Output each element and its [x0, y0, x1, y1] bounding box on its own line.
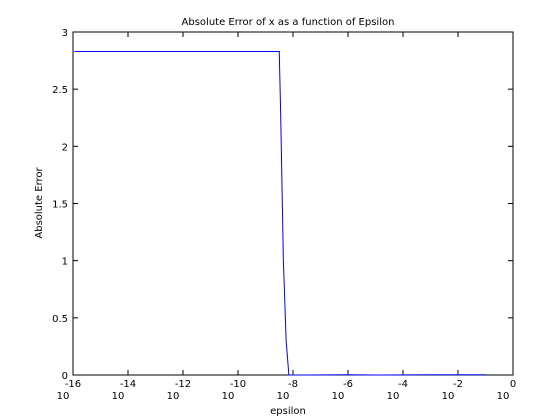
y-tick-labels: 0 0.5 1 1.5 2 2.5 3	[52, 28, 68, 382]
y-tick-label: 3	[62, 28, 68, 39]
y-tick-label: 0.5	[52, 314, 68, 325]
x-tick-label: 10-8	[277, 379, 298, 402]
tick-marks	[72, 31, 514, 376]
y-tick-label: 1.5	[52, 200, 68, 211]
x-tick-label-base: 10	[57, 391, 70, 402]
x-tick-label: 10-12	[167, 379, 192, 402]
y-tick-label: 2	[62, 142, 68, 153]
x-tick-label-exponent: -12	[175, 379, 191, 390]
x-tick-label: 10-10	[222, 379, 247, 402]
series-line	[74, 50, 486, 376]
plot-area	[72, 31, 514, 376]
y-tick-label: 1	[62, 257, 68, 268]
y-tick-label: 2.5	[52, 85, 68, 96]
x-tick-label-exponent: -4	[398, 379, 408, 390]
x-tick-label-base: 10	[442, 391, 455, 402]
x-tick-label-base: 10	[222, 391, 235, 402]
y-tick-label: 0	[62, 371, 68, 382]
x-tick-label: 10-4	[387, 379, 408, 402]
chart-title: Absolute Error of x as a function of Eps…	[182, 17, 395, 28]
y-axis-label: Absolute Error	[34, 166, 45, 238]
x-tick-label-exponent: -10	[230, 379, 246, 390]
x-tick-label-base: 10	[277, 391, 290, 402]
x-tick-label-exponent: -8	[288, 379, 298, 390]
x-tick-label-exponent: -2	[453, 379, 463, 390]
series-group	[74, 50, 486, 376]
x-tick-label: 10-6	[332, 379, 353, 402]
x-tick-label-base: 10	[167, 391, 180, 402]
x-tick-label-base: 10	[112, 391, 125, 402]
x-tick-label: 10-16	[57, 379, 82, 402]
x-tick-label: 10-2	[442, 379, 463, 402]
x-tick-label-base: 10	[332, 391, 345, 402]
x-tick-label: 10-14	[112, 379, 137, 402]
x-tick-label-exponent: 0	[510, 379, 516, 390]
x-tick-label-base: 10	[497, 391, 510, 402]
x-tick-label-base: 10	[387, 391, 400, 402]
x-tick-label: 100	[497, 379, 517, 402]
x-axis-label: epsilon	[270, 406, 306, 417]
x-tick-label-exponent: -6	[343, 379, 353, 390]
x-tick-label-exponent: -14	[120, 379, 136, 390]
x-tick-label-exponent: -16	[65, 379, 81, 390]
